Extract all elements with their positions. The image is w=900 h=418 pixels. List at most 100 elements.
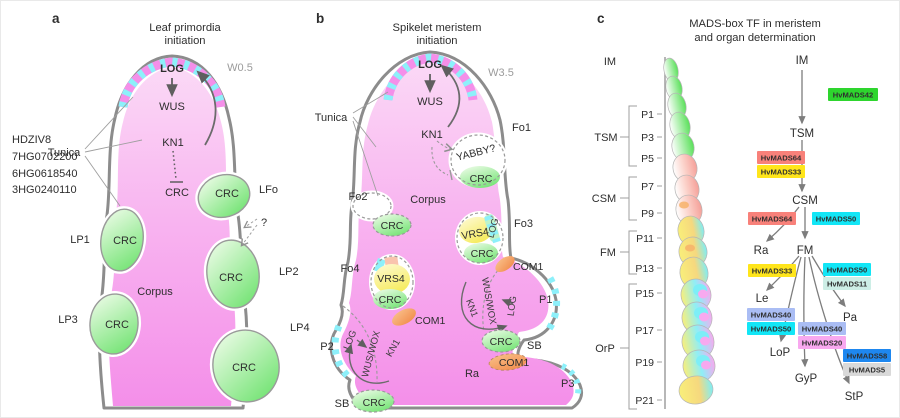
crc-blob-lfo: [195, 171, 253, 221]
p11-tick: P11: [636, 233, 654, 245]
mads-box-hvmads5: HvMADS5: [843, 363, 891, 376]
lp1-label: LP1: [70, 234, 90, 246]
tunica-label-b: Tunica: [315, 112, 348, 124]
lp3-label: LP3: [58, 314, 78, 326]
mads-box-hvmads33-1: HvMADS33: [757, 165, 805, 178]
mads-box-hvmads40-2: HvMADS40: [798, 322, 846, 335]
com1-wedge-ra: [488, 353, 528, 371]
flow-csm-label: CSM: [792, 195, 818, 207]
stage-im-label: IM: [604, 56, 616, 68]
wus-label-a: WUS: [159, 101, 185, 113]
stage-tsm-label: TSM: [594, 132, 617, 144]
mads-box-label: HvMADS5: [849, 366, 886, 375]
tunica-pointer-lines-b: [352, 91, 389, 197]
stage-fm-label: FM: [600, 247, 616, 259]
mads-box-hvmads58: HvMADS58: [843, 349, 891, 362]
flow-im-label: IM: [796, 55, 809, 67]
wus-label-b: WUS: [417, 96, 443, 108]
crc-target-label-a: CRC: [165, 187, 189, 199]
fo4-blob: [369, 254, 415, 310]
panel-a-stage-label: W0.5: [227, 62, 253, 74]
panel-c: c MADS-box TF in meristem and organ dete…: [592, 11, 891, 410]
mads-box-label: HvMADS33: [761, 168, 802, 177]
tunica-stripes-a: [118, 57, 226, 108]
arrow-log-wuswox-p1: [501, 299, 514, 307]
crc-label-sb-right: CRC: [490, 336, 513, 348]
tbar-kn1-crc-b: [449, 169, 453, 181]
question-label-a: ?: [261, 217, 267, 229]
arrow-loop-p2: [344, 343, 390, 384]
mads-box-label: HvMADS11: [827, 280, 868, 289]
p9-tick: P9: [641, 208, 654, 220]
com1-wedge-left: [392, 308, 416, 326]
mads-box-label: HvMADS50: [751, 325, 792, 334]
sb-label-right: SB: [527, 340, 542, 352]
mads-box-hvmads11: HvMADS11: [823, 277, 871, 290]
crc-blob-lp4: [209, 327, 283, 405]
panel-a: a Leaf primordia initiation W0.5: [12, 11, 310, 410]
p3-label: P3: [561, 378, 574, 390]
p13-tick: P13: [635, 263, 654, 275]
flow-gyp-label: GyP: [795, 373, 818, 385]
mads-box-label: HvMADS40: [802, 325, 843, 334]
mads-box-label: HvMADS50: [827, 266, 868, 275]
p3-tick: P3: [641, 132, 654, 144]
panel-c-letter: c: [597, 11, 605, 26]
panel-a-title-line1: Leaf primordia: [149, 22, 221, 34]
mads-box-label: HvMADS50: [816, 215, 857, 224]
tunica-label-a: Tunica: [48, 147, 81, 159]
gene-id-3: 6HG0618540: [12, 168, 77, 180]
crc-label-fo1: CRC: [470, 173, 493, 185]
mads-box-label: HvMADS42: [833, 91, 874, 100]
mads-box-label: HvMADS58: [847, 352, 888, 361]
mads-box-label: HvMADS64: [752, 215, 793, 224]
mads-box-hvmads50-3: HvMADS50: [747, 322, 795, 335]
gene-id-1: HDZIV8: [12, 134, 51, 146]
mads-box-label: HvMADS20: [802, 339, 843, 348]
fo1-blob: [448, 132, 508, 188]
fo3-label: Fo3: [514, 218, 533, 230]
crc-blob-lp1: [97, 206, 147, 274]
log-label-b: LOG: [418, 59, 442, 71]
log-label-a: LOG: [160, 63, 184, 75]
crc-label-lp3: CRC: [105, 319, 129, 331]
stage-orp-label: OrP: [595, 343, 615, 355]
com1-label-ra: COM1: [499, 357, 529, 369]
panel-c-title-line2: and organ determination: [694, 32, 815, 44]
ra-label-b: Ra: [465, 368, 480, 380]
flow-lop-label: LoP: [770, 347, 791, 359]
sb-label-left: SB: [335, 398, 350, 410]
mads-box-hvmads64-1: HvMADS64: [757, 151, 805, 164]
gene-id-2: 7HG0702200: [12, 151, 77, 163]
panel-b-title-line2: initiation: [416, 35, 457, 47]
fo2-blob: [350, 190, 412, 237]
flow-ra-label: Ra: [754, 245, 769, 257]
crc-label-lp2: CRC: [219, 272, 243, 284]
flow-le-label: Le: [756, 293, 769, 305]
mads-box-hvmads42: HvMADS42: [828, 88, 878, 101]
lp4-label: LP4: [290, 322, 310, 334]
panel-b-stage-label: W3.5: [488, 67, 514, 79]
com1-wedge-right: [495, 256, 515, 272]
crc-label-fo2: CRC: [381, 220, 404, 232]
crc-blob-lp2: [203, 237, 263, 311]
panel-a-title-line2: initiation: [164, 35, 205, 47]
mads-box-label: HvMADS40: [751, 311, 792, 320]
flow-stp-label: StP: [845, 391, 864, 403]
p5-tick: P5: [641, 153, 654, 165]
p7-tick: P7: [641, 181, 654, 193]
log-label-fo3: LOG: [486, 217, 502, 239]
kn1-label-a: KN1: [162, 137, 183, 149]
p17-tick: P17: [635, 325, 654, 337]
flow-tsm-label: TSM: [790, 128, 814, 140]
p2-label: P2: [320, 341, 333, 353]
crc-blob-sb-right: [481, 329, 521, 353]
com1-label-left: COM1: [415, 315, 445, 327]
kn1-dashed-links-b: [431, 140, 454, 176]
panel-b: b Spikelet meristem initiation W3.5 YABB…: [315, 11, 584, 413]
mads-box-hvmads33-2: HvMADS33: [748, 264, 796, 277]
gene-id-4: 3HG0240110: [12, 184, 77, 196]
mads-box-hvmads50-2: HvMADS50: [823, 263, 871, 276]
fo3-blob: [455, 211, 505, 265]
